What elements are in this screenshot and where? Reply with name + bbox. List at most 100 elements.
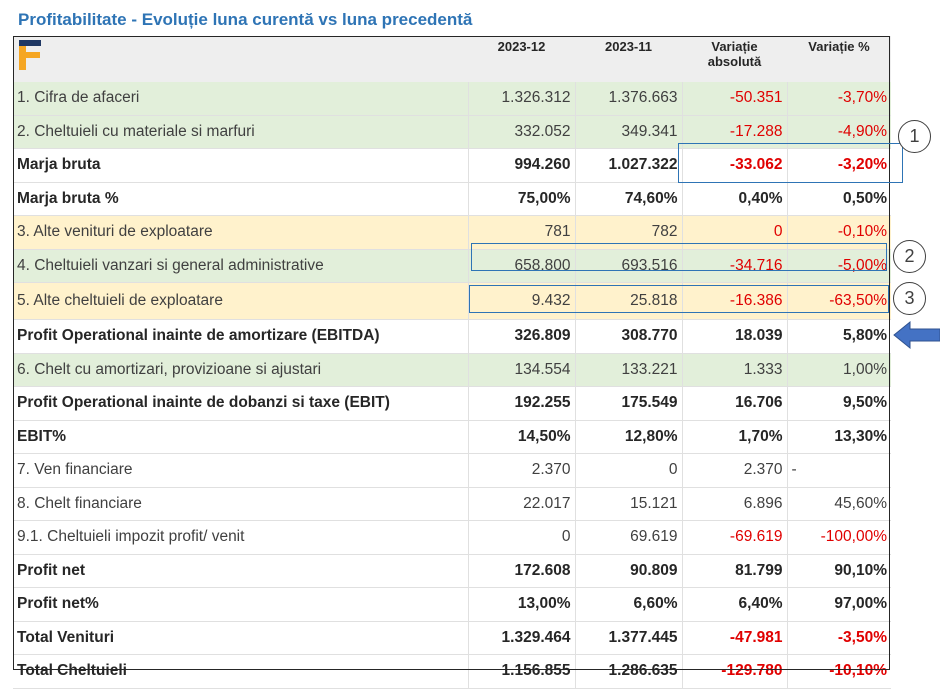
- header-row: 2023-12 2023-11 Variație absolută Variați…: [13, 36, 891, 82]
- variation-percent: -100,00%: [787, 520, 891, 555]
- variation-absolute: 18.039: [682, 319, 788, 354]
- variation-percent: -5,00%: [787, 249, 891, 283]
- value-2023-11: 15.121: [575, 487, 683, 521]
- value-2023-12: 781: [468, 215, 576, 250]
- variation-absolute: 2.370: [682, 453, 788, 488]
- variation-absolute: -69.619: [682, 520, 788, 555]
- variation-percent: -10,10%: [787, 654, 891, 689]
- marker-2: 2: [893, 240, 926, 273]
- value-2023-11: 12,80%: [575, 420, 683, 454]
- variation-absolute: -47.981: [682, 621, 788, 655]
- marker-1: 1: [898, 120, 931, 153]
- value-2023-11: 69.619: [575, 520, 683, 555]
- table-row: Profit net 172.608 90.809 81.799 90,10%: [13, 554, 891, 588]
- variation-percent: 45,60%: [787, 487, 891, 521]
- variation-percent: 13,30%: [787, 420, 891, 454]
- value-2023-12: 332.052: [468, 115, 576, 149]
- value-2023-11: 25.818: [575, 282, 683, 320]
- variation-percent: -3,20%: [787, 148, 891, 183]
- value-2023-11: 133.221: [575, 353, 683, 387]
- variation-absolute: -34.716: [682, 249, 788, 283]
- value-2023-11: 0: [575, 453, 683, 488]
- value-2023-12: 172.608: [468, 554, 576, 588]
- table-row: Profit net% 13,00% 6,60% 6,40% 97,00%: [13, 587, 891, 622]
- table-row: 7. Ven financiare 2.370 0 2.370 -: [13, 453, 891, 488]
- table-row: Total Cheltuieli 1.156.855 1.286.635 -12…: [13, 654, 891, 689]
- profitability-table: 2023-12 2023-11 Variație absolută Variați…: [13, 36, 891, 689]
- value-2023-12: 0: [468, 520, 576, 555]
- row-label: 5. Alte cheltuieli de exploatare: [13, 282, 469, 320]
- table-row: 6. Chelt cu amortizari, provizioane si a…: [13, 353, 891, 387]
- value-2023-11: 782: [575, 215, 683, 250]
- value-2023-12: 1.329.464: [468, 621, 576, 655]
- value-2023-12: 13,00%: [468, 587, 576, 622]
- variation-absolute: -16.386: [682, 282, 788, 320]
- value-2023-12: 192.255: [468, 386, 576, 421]
- value-2023-12: 1.156.855: [468, 654, 576, 689]
- value-2023-11: 1.286.635: [575, 654, 683, 689]
- value-2023-12: 75,00%: [468, 182, 576, 216]
- variation-absolute: 6.896: [682, 487, 788, 521]
- value-2023-11: 1.377.445: [575, 621, 683, 655]
- value-2023-12: 2.370: [468, 453, 576, 488]
- value-2023-12: 22.017: [468, 487, 576, 521]
- marker-3: 3: [893, 282, 926, 315]
- row-label: 9.1. Cheltuieli impozit profit/ venit: [13, 520, 469, 555]
- col-header-2023-11: 2023-11: [575, 36, 682, 82]
- value-2023-11: 175.549: [575, 386, 683, 421]
- table-row: Profit Operational inainte de dobanzi si…: [13, 386, 891, 421]
- table-row: 9.1. Cheltuieli impozit profit/ venit 0 …: [13, 520, 891, 555]
- row-label: 8. Chelt financiare: [13, 487, 469, 521]
- variation-absolute: 6,40%: [682, 587, 788, 622]
- variation-percent: -0,10%: [787, 215, 891, 250]
- variation-absolute: 1.333: [682, 353, 788, 387]
- variation-percent: 97,00%: [787, 587, 891, 622]
- value-2023-11: 349.341: [575, 115, 683, 149]
- table-row: 1. Cifra de afaceri 1.326.312 1.376.663 …: [13, 82, 891, 116]
- variation-percent: -: [787, 453, 891, 488]
- variation-absolute: 81.799: [682, 554, 788, 588]
- table-row: 4. Cheltuieli vanzari si general adminis…: [13, 249, 891, 283]
- variation-absolute: -17.288: [682, 115, 788, 149]
- row-label: Marja bruta %: [13, 182, 469, 216]
- row-label: Profit net%: [13, 587, 469, 622]
- value-2023-11: 1.376.663: [575, 82, 683, 116]
- arrow-left-icon: [893, 320, 940, 350]
- table-row: 8. Chelt financiare 22.017 15.121 6.896 …: [13, 487, 891, 521]
- variation-absolute: 0,40%: [682, 182, 788, 216]
- row-label: Profit Operational inainte de dobanzi si…: [13, 386, 469, 421]
- table-row: Total Venituri 1.329.464 1.377.445 -47.9…: [13, 621, 891, 655]
- row-label: Profit net: [13, 554, 469, 588]
- variation-percent: -3,50%: [787, 621, 891, 655]
- row-label: 3. Alte venituri de exploatare: [13, 215, 469, 250]
- company-logo-icon: [19, 40, 41, 70]
- value-2023-11: 1.027.322: [575, 148, 683, 183]
- table-row: 3. Alte venituri de exploatare 781 782 0…: [13, 215, 891, 250]
- value-2023-11: 6,60%: [575, 587, 683, 622]
- variation-percent: 90,10%: [787, 554, 891, 588]
- variation-percent: 0,50%: [787, 182, 891, 216]
- variation-percent: -4,90%: [787, 115, 891, 149]
- table-row: Marja bruta 994.260 1.027.322 -33.062 -3…: [13, 148, 891, 183]
- variation-absolute: -50.351: [682, 82, 788, 116]
- page-title: Profitabilitate - Evoluție luna curentă …: [18, 10, 473, 29]
- row-label: EBIT%: [13, 420, 469, 454]
- row-label: Total Cheltuieli: [13, 654, 469, 689]
- table-row: 2. Cheltuieli cu materiale si marfuri 33…: [13, 115, 891, 149]
- row-label: 1. Cifra de afaceri: [13, 82, 469, 116]
- col-header-2023-12: 2023-12: [468, 36, 575, 82]
- variation-percent: 1,00%: [787, 353, 891, 387]
- col-header-variatie-absoluta: Variație absolută: [682, 36, 787, 82]
- variation-absolute: 16.706: [682, 386, 788, 421]
- table-row: EBIT% 14,50% 12,80% 1,70% 13,30%: [13, 420, 891, 454]
- row-label: 2. Cheltuieli cu materiale si marfuri: [13, 115, 469, 149]
- variation-absolute: -33.062: [682, 148, 788, 183]
- value-2023-12: 14,50%: [468, 420, 576, 454]
- table-row: 5. Alte cheltuieli de exploatare 9.432 2…: [13, 282, 891, 320]
- table-row: Marja bruta % 75,00% 74,60% 0,40% 0,50%: [13, 182, 891, 216]
- variation-percent: -3,70%: [787, 82, 891, 116]
- variation-percent: -63,50%: [787, 282, 891, 320]
- row-label: 4. Cheltuieli vanzari si general adminis…: [13, 249, 469, 283]
- value-2023-12: 658.800: [468, 249, 576, 283]
- value-2023-11: 308.770: [575, 319, 683, 354]
